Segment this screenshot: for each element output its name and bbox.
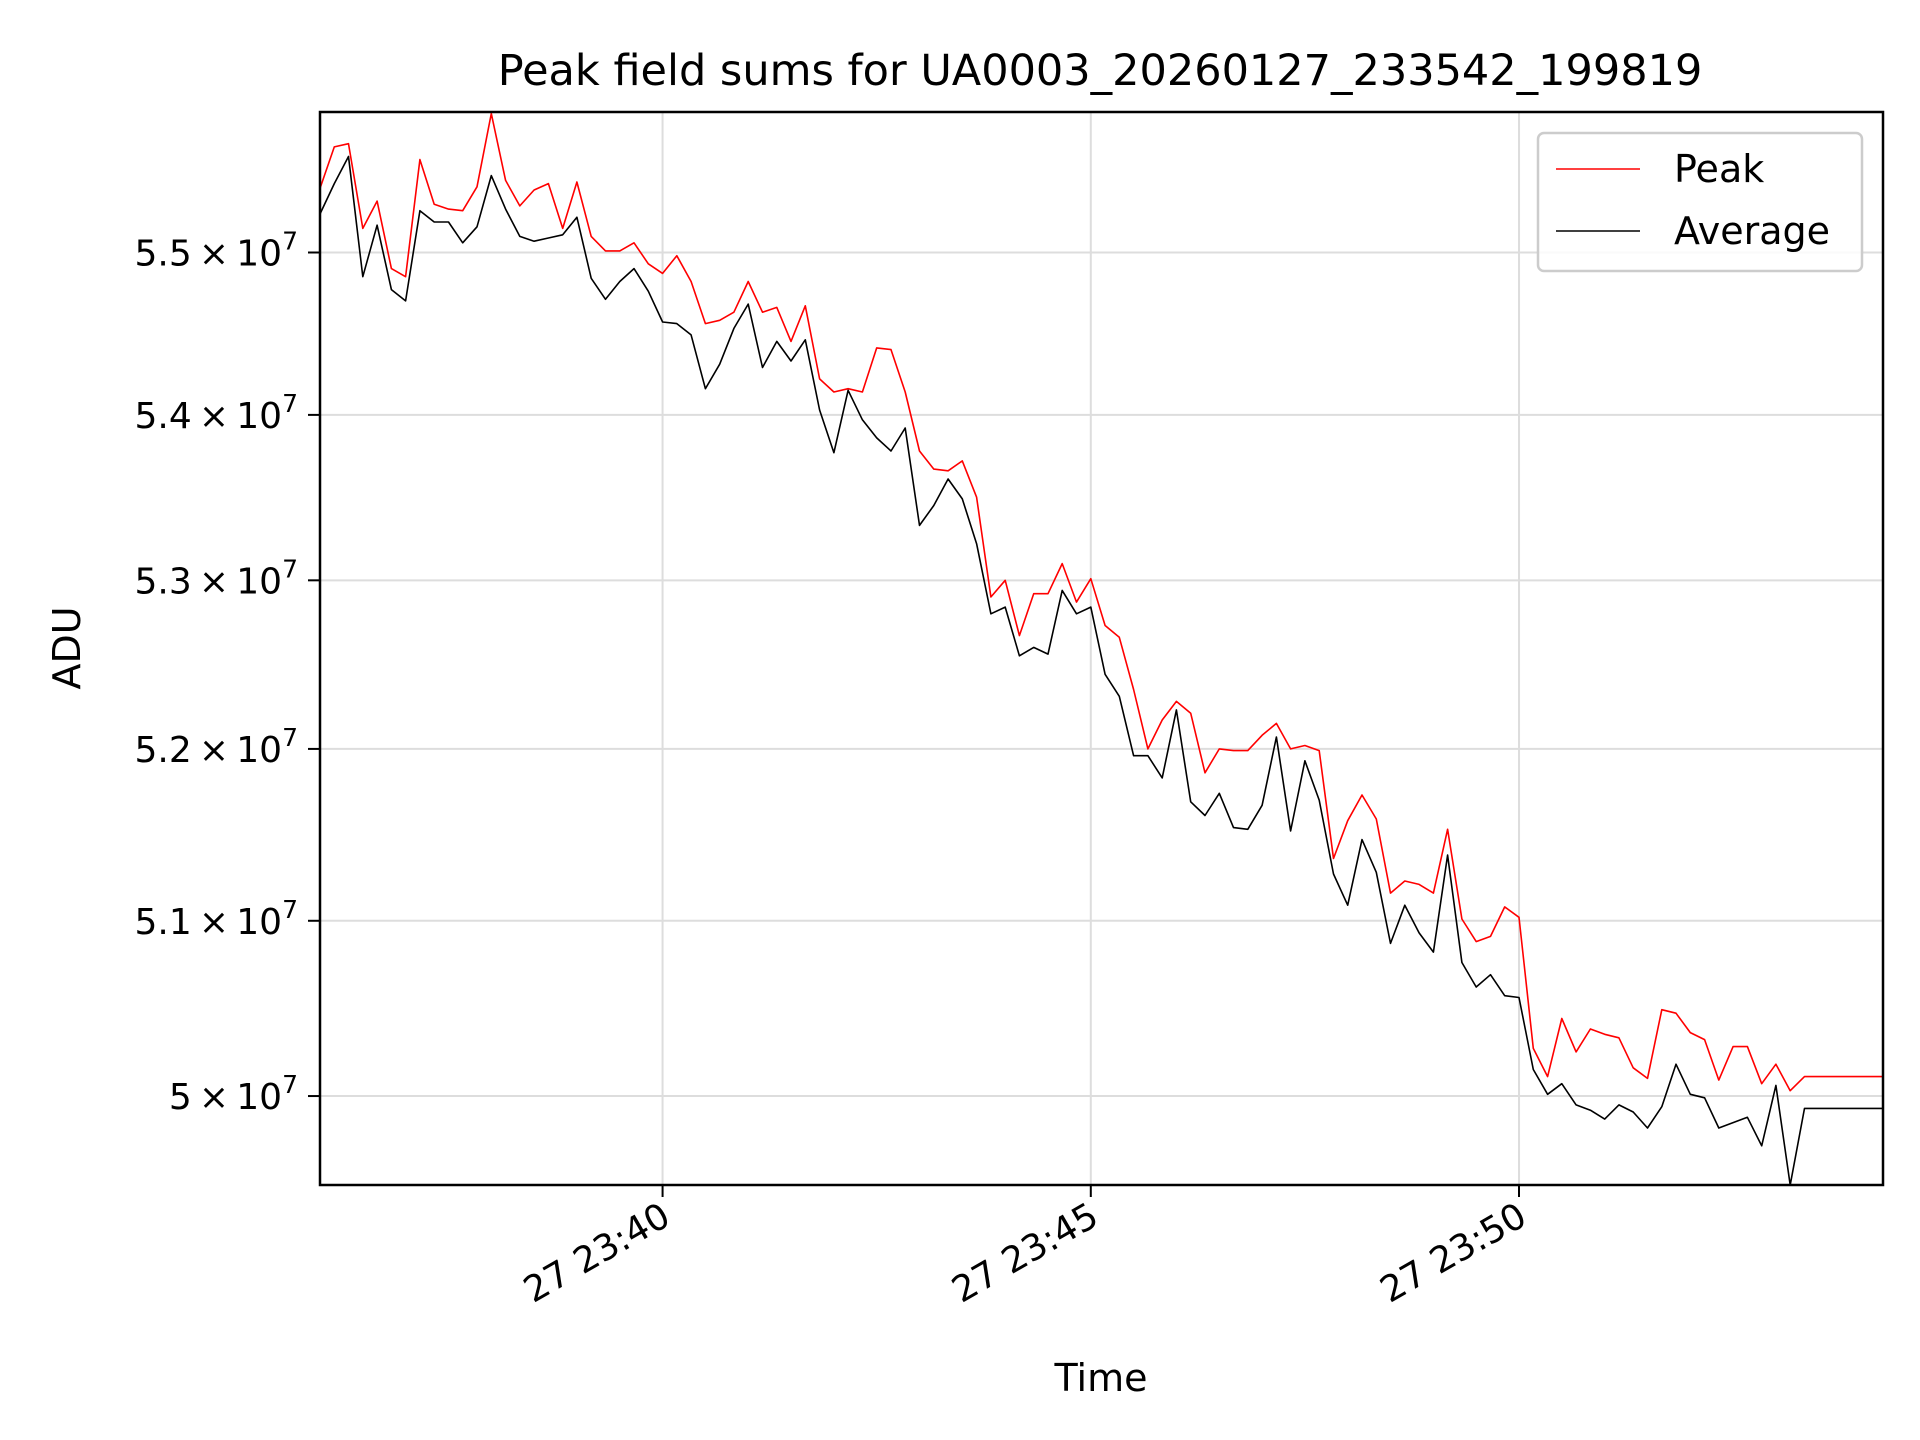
y-axis-label: ADU [45,606,89,689]
legend-label-average: Average [1674,209,1830,253]
series-line-average [319,155,1883,1186]
series-line-peak [319,112,1883,1092]
chart-title: Peak field sums for UA0003_20260127_2335… [498,46,1703,96]
grid-layer [320,112,1883,1185]
y-tick-label-3: 5.3 × 107 [134,554,298,602]
y-tick-label-4: 5.4 × 107 [134,389,298,437]
y-tick-label-0: 5 × 107 [169,1070,298,1118]
legend-label-peak: Peak [1674,147,1764,191]
y-tick-label-1: 5.1 × 107 [134,895,298,943]
legend: Peak Average [1536,131,1864,273]
y-tick-label-2: 5.2 × 107 [134,723,298,771]
legend-box [1536,131,1864,273]
series-layer [319,112,1883,1186]
plot-frame [318,110,1885,1187]
x-axis-label: Time [1054,1356,1148,1400]
y-tick-label-5: 5.5 × 107 [134,226,298,274]
